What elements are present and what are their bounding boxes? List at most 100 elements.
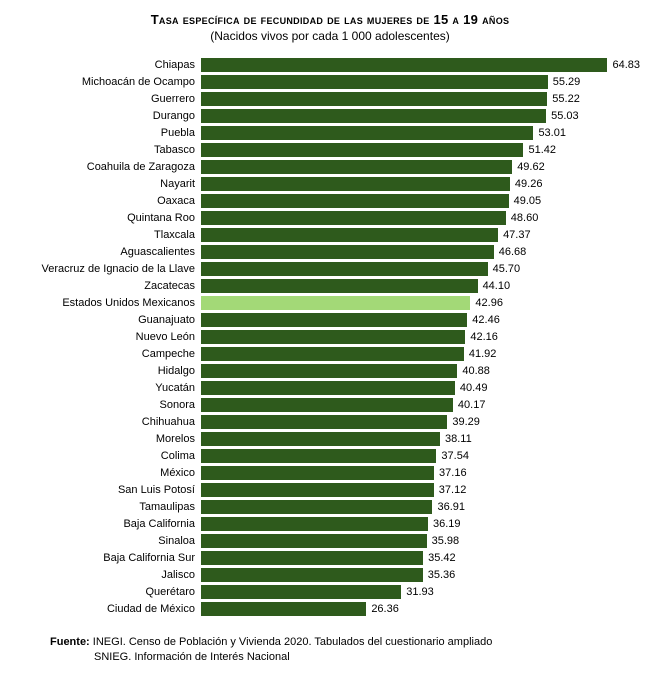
table-row: Chiapas64.83 (20, 57, 640, 73)
table-row: Tabasco51.42 (20, 142, 640, 158)
bar-area: 37.12 (201, 483, 640, 497)
bar-area: 44.10 (201, 279, 640, 293)
bar-value: 55.03 (546, 110, 579, 122)
bar-area: 45.70 (201, 262, 640, 276)
table-row: Tlaxcala47.37 (20, 227, 640, 243)
bar-area: 47.37 (201, 228, 640, 242)
bar-label: Oaxaca (20, 195, 201, 207)
table-row: Quintana Roo48.60 (20, 210, 640, 226)
bar-area: 55.29 (201, 75, 640, 89)
bar-label: Tamaulipas (20, 501, 201, 513)
bar-value: 49.05 (509, 195, 542, 207)
bar (201, 381, 455, 395)
bar-value: 46.68 (494, 246, 527, 258)
fecundity-chart: Tasa específica de fecundidad de las muj… (0, 0, 660, 685)
bar-value: 38.11 (440, 433, 472, 445)
bar-area: 35.42 (201, 551, 640, 565)
bar-value: 37.54 (436, 450, 469, 462)
bar-value: 42.96 (470, 297, 503, 309)
footer-label: Fuente: (50, 636, 90, 648)
bar-area: 42.96 (201, 296, 640, 310)
table-row: Aguascalientes46.68 (20, 244, 640, 260)
chart-footer: Fuente: INEGI. Censo de Población y Vivi… (20, 635, 640, 665)
bar-value: 55.29 (548, 76, 581, 88)
table-row: Coahuila de Zaragoza49.62 (20, 159, 640, 175)
bar-area: 55.22 (201, 92, 640, 106)
bar-value: 37.16 (434, 467, 467, 479)
bar-value: 40.88 (457, 365, 490, 377)
table-row: Durango55.03 (20, 108, 640, 124)
bar (201, 58, 607, 72)
table-row: Querétaro31.93 (20, 584, 640, 600)
bar-label: Nayarit (20, 178, 201, 190)
bar-label: Sonora (20, 399, 201, 411)
bar-area: 41.92 (201, 347, 640, 361)
bar (201, 364, 457, 378)
table-row: Guerrero55.22 (20, 91, 640, 107)
bar (201, 92, 547, 106)
bar-area: 37.54 (201, 449, 640, 463)
bar (201, 449, 436, 463)
bar-label: Baja California Sur (20, 552, 201, 564)
bar-label: Guanajuato (20, 314, 201, 326)
bar (201, 75, 548, 89)
table-row: Sonora 40.17 (20, 397, 640, 413)
table-row: México 37.16 (20, 465, 640, 481)
table-row: Sinaloa35.98 (20, 533, 640, 549)
bar-value: 35.98 (427, 535, 460, 547)
table-row: Estados Unidos Mexicanos42.96 (20, 295, 640, 311)
bar-area: 35.98 (201, 534, 640, 548)
bar-area: 40.88 (201, 364, 640, 378)
bar-label: Morelos (20, 433, 201, 445)
table-row: Baja California36.19 (20, 516, 640, 532)
bar-label: Nuevo León (20, 331, 201, 343)
bar-label: Campeche (20, 348, 201, 360)
bar (201, 551, 423, 565)
bar (201, 211, 506, 225)
bar-value: 49.26 (510, 178, 543, 190)
bar-value: 64.83 (607, 59, 640, 71)
bar (201, 160, 512, 174)
bar-area: 42.46 (201, 313, 640, 327)
bar (201, 483, 434, 497)
table-row: Jalisco35.36 (20, 567, 640, 583)
bar-value: 37.12 (434, 484, 467, 496)
bar (201, 602, 366, 616)
bar-value: 40.49 (455, 382, 488, 394)
bar (201, 109, 546, 123)
table-row: Morelos 38.11 (20, 431, 640, 447)
bar-area: 64.83 (201, 58, 640, 72)
table-row: Zacatecas44.10 (20, 278, 640, 294)
bar-area: 36.91 (201, 500, 640, 514)
table-row: Puebla53.01 (20, 125, 640, 141)
bar-label: Chihuahua (20, 416, 201, 428)
bar-value: 40.17 (453, 399, 486, 411)
bar (201, 194, 509, 208)
bar-label: México (20, 467, 201, 479)
bar-label: San Luis Potosí (20, 484, 201, 496)
bar-value: 48.60 (506, 212, 539, 224)
bar-value: 53.01 (533, 127, 566, 139)
bar-value: 31.93 (401, 586, 434, 598)
bar-area: 42.16 (201, 330, 640, 344)
bar (201, 262, 488, 276)
table-row: Guanajuato 42.46 (20, 312, 640, 328)
bar-value: 35.36 (423, 569, 456, 581)
table-row: Nuevo León42.16 (20, 329, 640, 345)
bar-label: Baja California (20, 518, 201, 530)
bar (201, 432, 440, 446)
chart-title: Tasa específica de fecundidad de las muj… (20, 12, 640, 27)
bar-area: 39.29 (201, 415, 640, 429)
bar-value: 55.22 (547, 93, 580, 105)
bar-value: 39.29 (447, 416, 480, 428)
bar-value: 45.70 (488, 263, 521, 275)
chart-rows: Chiapas64.83Michoacán de Ocampo55.29Guer… (20, 57, 640, 617)
bar-area: 40.49 (201, 381, 640, 395)
bar (201, 279, 478, 293)
bar-label: Veracruz de Ignacio de la Llave (20, 263, 201, 275)
bar-value: 42.46 (467, 314, 500, 326)
bar-value: 26.36 (366, 603, 399, 615)
bar-area: 51.42 (201, 143, 640, 157)
bar-value: 41.92 (464, 348, 497, 360)
bar (201, 534, 427, 548)
